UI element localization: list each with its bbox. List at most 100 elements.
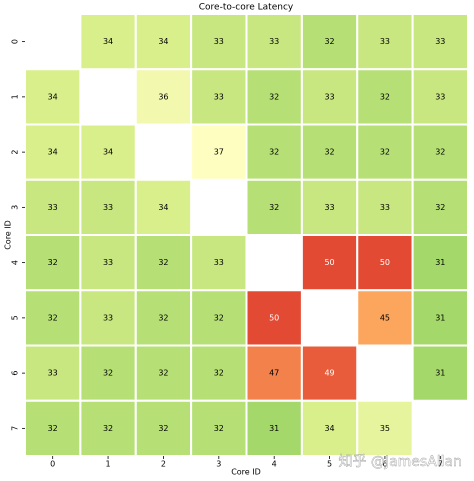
cell-label: 33 [214,258,224,267]
cell-label: 32 [214,313,224,322]
cell-label: 49 [324,369,334,378]
cell-label: 32 [214,369,224,378]
cell-label: 33 [48,203,58,212]
y-tick-label: 0 [11,39,20,44]
heatmap-cell [356,399,414,457]
heatmap-cell [300,344,359,402]
cell-label: 33 [103,313,113,322]
cell-label: 33 [435,37,445,46]
y-tick-label: 5 [11,315,20,320]
y-tick-label: 3 [11,205,20,210]
cell-label: 34 [103,148,113,157]
heatmap-cell [411,344,469,402]
heatmap-cell [24,234,82,292]
cell-label: 32 [158,313,168,322]
cell-label: 36 [158,92,168,101]
heatmap-cell [356,123,414,181]
cell-label: 31 [435,369,445,378]
cell-label: 32 [48,258,58,267]
cell-label: 33 [214,92,224,101]
heatmap-cell [300,68,359,126]
heatmap-cell [79,178,137,236]
cell-label: 32 [103,369,113,378]
heatmap-cell [134,234,193,292]
y-tick-label: 2 [11,150,20,155]
heatmap-cell [411,289,469,347]
cell-label: 34 [158,203,168,212]
x-tick-label: 3 [216,460,221,469]
heatmap-cell [245,399,303,457]
cell-label: 31 [435,258,445,267]
cell-label: 47 [269,369,279,378]
x-tick-label: 4 [272,460,277,469]
cell-label: 50 [269,313,279,322]
cell-label: 33 [103,203,113,212]
heatmap-cell [24,289,82,347]
cell-label: 45 [380,313,390,322]
heatmap-cell [190,344,248,402]
cell-label: 33 [214,37,224,46]
x-tick-label: 0 [50,460,55,469]
cell-label: 32 [380,148,390,157]
heatmap-cell [79,289,137,347]
cell-label: 32 [48,424,58,433]
heatmap-cell [300,123,359,181]
heatmap-cell [79,399,137,457]
heatmap-cell [134,68,193,126]
heatmap-cell [190,123,248,181]
cell-label: 32 [380,92,390,101]
cell-label: 34 [103,37,113,46]
cell-label: 34 [48,92,58,101]
cell-label: 35 [380,424,390,433]
chart-title: Core-to-core Latency [199,3,294,13]
heatmap-cell [356,178,414,236]
x-axis-label: Core ID [231,468,261,477]
cell-label: 34 [158,37,168,46]
cell-label: 32 [324,37,334,46]
x-tick-label: 1 [106,460,111,469]
cell-label: 31 [269,424,279,433]
x-tick-label: 5 [327,460,332,469]
heatmap-cell [300,399,359,457]
cell-label: 33 [380,37,390,46]
cell-label: 34 [324,424,334,433]
heatmap-cell [79,123,137,181]
heatmap-cell [134,178,193,236]
x-tick-label: 6 [382,460,387,469]
cell-label: 32 [269,148,279,157]
cell-label: 32 [269,92,279,101]
cell-label: 33 [103,258,113,267]
cell-label: 33 [324,203,334,212]
cell-label: 33 [435,92,445,101]
cell-label: 37 [214,148,224,157]
cell-label: 31 [435,313,445,322]
y-axis-label: Core ID [4,220,13,250]
y-tick-label: 6 [11,371,20,376]
cell-label: 33 [380,203,390,212]
cell-label: 32 [435,148,445,157]
heatmap-cell [79,13,137,71]
cell-label: 50 [324,258,334,267]
cell-label: 50 [380,258,390,267]
cell-label: 32 [158,424,168,433]
heatmap-cell [411,68,469,126]
cell-label: 32 [103,424,113,433]
cell-label: 32 [158,369,168,378]
heatmap-cell [356,289,414,347]
heatmap-cell [24,178,82,236]
heatmap-cell [190,68,248,126]
y-tick-label: 4 [11,260,20,265]
cell-label: 32 [48,313,58,322]
heatmap-cell [411,123,469,181]
heatmap-cell [245,178,303,236]
watermark: 知乎 @JamesAllan [338,453,462,470]
cell-label: 32 [269,203,279,212]
cell-label: 33 [269,37,279,46]
cell-label: 33 [48,369,58,378]
cell-label: 32 [214,424,224,433]
x-tick-label: 2 [161,460,166,469]
x-tick-label: 7 [438,460,443,469]
y-tick-label: 1 [11,94,20,99]
heatmap-cell [190,399,248,457]
